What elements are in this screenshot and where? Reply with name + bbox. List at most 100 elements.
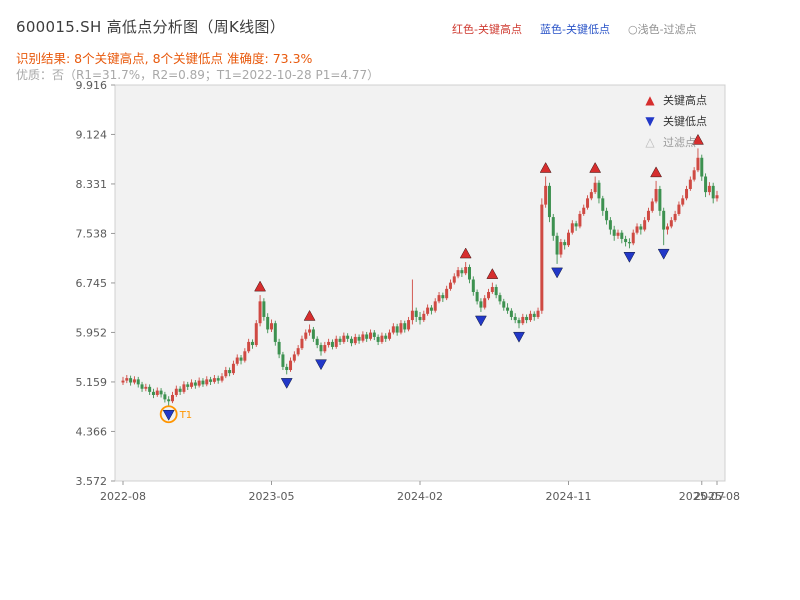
- candle-body: [475, 291, 479, 302]
- candle-body: [247, 341, 251, 352]
- candle-body: [140, 384, 144, 389]
- candle-body: [369, 332, 372, 339]
- candle-body: [151, 391, 155, 395]
- candle-body: [399, 323, 403, 333]
- candle-body: [129, 378, 133, 383]
- candle-body: [468, 267, 471, 280]
- candle-body: [376, 336, 380, 342]
- candle-body: [224, 370, 228, 377]
- candle-body: [132, 379, 136, 383]
- key-low-marker: [162, 409, 175, 421]
- candle-body: [700, 157, 704, 177]
- candle-body: [391, 326, 395, 333]
- key-high-marker: [459, 247, 472, 259]
- candle-body: [346, 335, 350, 339]
- key-high-marker: [539, 161, 552, 173]
- candle-body: [521, 316, 525, 324]
- candle-body: [578, 213, 582, 227]
- candle-body: [353, 336, 357, 344]
- y-tick-label: 4.366: [76, 425, 108, 438]
- candle-body: [631, 232, 635, 244]
- candle-body: [197, 380, 201, 386]
- candle-body: [570, 223, 574, 233]
- candle-body: [361, 334, 365, 341]
- candle-body: [323, 345, 327, 352]
- y-tick-label: 8.331: [76, 178, 108, 191]
- candle-body: [266, 316, 270, 330]
- candle-body: [540, 204, 544, 311]
- candle-body: [311, 329, 315, 339]
- header-legend: 红色-关键高点 蓝色-关键低点 ○浅色-过滤点: [452, 21, 697, 37]
- candle-body: [441, 295, 445, 299]
- candle-body: [711, 185, 715, 199]
- candle-body: [281, 354, 285, 367]
- candle-body: [643, 220, 647, 230]
- candle-body: [635, 226, 639, 233]
- legend-row-key-high: ▲ 关键高点: [643, 90, 707, 111]
- candle-body: [212, 378, 216, 382]
- candle-body: [422, 313, 426, 321]
- candle-body: [136, 379, 140, 385]
- candle-body: [273, 323, 277, 342]
- candle-body: [616, 232, 620, 236]
- candle-body: [544, 185, 548, 205]
- key-low-marker: [551, 267, 563, 279]
- y-tick-label: 5.159: [76, 376, 108, 389]
- candle-body: [125, 378, 129, 381]
- legend-label-filtered: 过滤点: [663, 136, 696, 149]
- candle-body: [677, 204, 681, 214]
- x-tick-label: 2024-11: [546, 490, 592, 503]
- down-triangle-icon: ▼: [645, 114, 655, 128]
- candle-body: [163, 394, 167, 400]
- candle-body: [121, 380, 125, 383]
- x-tick-label: 2022-08: [100, 490, 146, 503]
- candle-body: [426, 307, 430, 314]
- header-legend-item-filtered: ○浅色-过滤点: [627, 23, 697, 36]
- candle-body: [239, 357, 243, 361]
- key-high-marker: [303, 309, 316, 321]
- candle-body: [460, 270, 464, 274]
- candle-body: [685, 188, 689, 199]
- key-high-marker: [650, 166, 662, 178]
- candle-body: [627, 242, 631, 244]
- candle-body: [452, 276, 456, 283]
- candle-body: [429, 307, 433, 311]
- candle-body: [372, 332, 376, 337]
- key-low-marker: [280, 378, 293, 389]
- candle-body: [388, 332, 392, 339]
- candle-body: [228, 370, 232, 374]
- candle-body: [167, 399, 171, 402]
- candle-body: [445, 288, 449, 299]
- candle-body: [483, 298, 487, 308]
- candle-body: [688, 179, 692, 189]
- candle-body: [395, 326, 399, 333]
- candle-body: [487, 291, 491, 299]
- candle-body: [567, 232, 570, 246]
- candle-body: [624, 238, 628, 243]
- candle-body: [144, 386, 148, 389]
- candle-body: [547, 185, 551, 218]
- candle-body: [582, 207, 586, 214]
- candle-body: [525, 316, 529, 321]
- header-legend-item-key-low: 蓝色-关键低点: [539, 23, 610, 36]
- candle-body: [186, 384, 190, 387]
- candle-body: [270, 323, 273, 330]
- candle-body: [342, 335, 346, 342]
- candle-body: [681, 198, 685, 205]
- candle-body: [601, 198, 605, 211]
- candle-body: [220, 376, 224, 381]
- key-low-marker: [513, 331, 525, 343]
- key-low-marker: [315, 359, 327, 371]
- candle-body: [330, 341, 334, 347]
- legend-label-key-high: 关键高点: [663, 94, 707, 107]
- candle-body: [357, 336, 361, 341]
- candle-body: [285, 366, 289, 371]
- plot-legend: ▲ 关键高点 ▼ 关键低点 △ 过滤点: [643, 90, 707, 153]
- candle-body: [292, 354, 296, 361]
- candle-body: [159, 390, 163, 395]
- y-tick-label: 6.745: [76, 277, 108, 290]
- candle-body: [605, 210, 609, 221]
- candle-body: [231, 363, 235, 374]
